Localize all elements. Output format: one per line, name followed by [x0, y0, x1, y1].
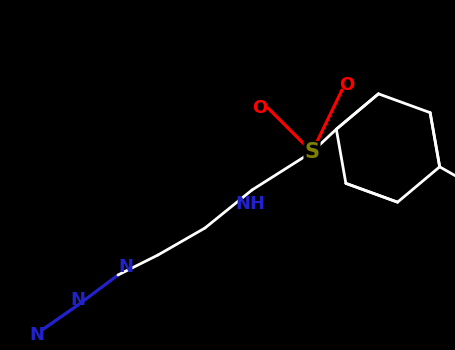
Text: NH: NH: [235, 195, 265, 213]
Text: N: N: [71, 291, 86, 309]
Text: N: N: [118, 258, 133, 276]
Text: S: S: [304, 142, 319, 162]
Text: O: O: [339, 76, 354, 94]
Text: O: O: [253, 99, 268, 117]
Text: N: N: [30, 326, 45, 344]
